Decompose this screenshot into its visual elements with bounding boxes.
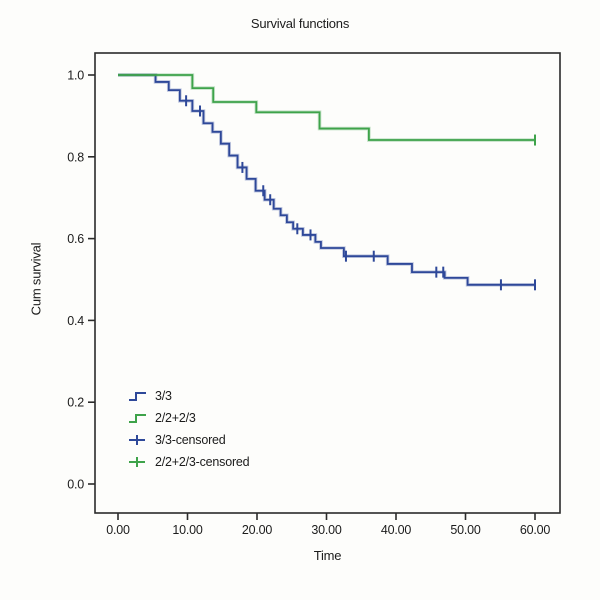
survival-curve-halo	[118, 73, 535, 142]
y-tick-label: 1.0	[67, 69, 84, 83]
legend-item-2-2-2-3: 2/2+2/3	[128, 407, 249, 429]
y-axis-title: Cum survival	[28, 242, 44, 316]
x-axis-title: Time	[313, 548, 342, 563]
legend-item-3-3: 3/3	[128, 385, 249, 407]
x-tick-label: 30.00	[311, 523, 342, 537]
chart-title: Survival functions	[250, 16, 350, 31]
y-tick-label: 0.0	[67, 478, 84, 492]
y-tick-label: 0.2	[67, 396, 84, 410]
legend-label: 2/2+2/3	[155, 411, 196, 425]
y-tick-label: 0.6	[67, 232, 84, 246]
survival-curve	[118, 74, 535, 286]
plus-marker-icon	[129, 435, 145, 445]
legend: 3/3 2/2+2/3 3/3-censored 2/2+2/3-censore…	[128, 385, 250, 473]
series-3-3	[118, 73, 536, 291]
step-line-icon	[129, 392, 146, 401]
x-tick-label: 10.00	[172, 523, 203, 537]
x-tick-label: 20.00	[242, 523, 273, 537]
legend-item-2-2-2-3-censored: 2/2+2/3-censored	[128, 451, 250, 473]
plot-frame	[94, 52, 561, 514]
survival-curve-halo	[118, 73, 535, 287]
legend-label: 2/2+2/3-censored	[155, 455, 250, 469]
legend-label: 3/3	[155, 389, 172, 403]
x-tick-label: 60.00	[520, 523, 551, 537]
y-tick-label: 0.8	[67, 150, 84, 164]
y-tick-label: 0.4	[67, 314, 84, 328]
legend-item-3-3-censored: 3/3-censored	[128, 429, 249, 451]
series-2-2-2-3	[118, 73, 536, 146]
step-line-icon	[129, 414, 146, 423]
x-tick-label: 0.00	[106, 523, 130, 537]
plus-marker-icon	[129, 457, 145, 467]
legend-label: 3/3-censored	[155, 433, 226, 447]
survival-curve	[118, 74, 535, 141]
x-tick-label: 40.00	[381, 523, 412, 537]
x-tick-label: 50.00	[450, 523, 481, 537]
